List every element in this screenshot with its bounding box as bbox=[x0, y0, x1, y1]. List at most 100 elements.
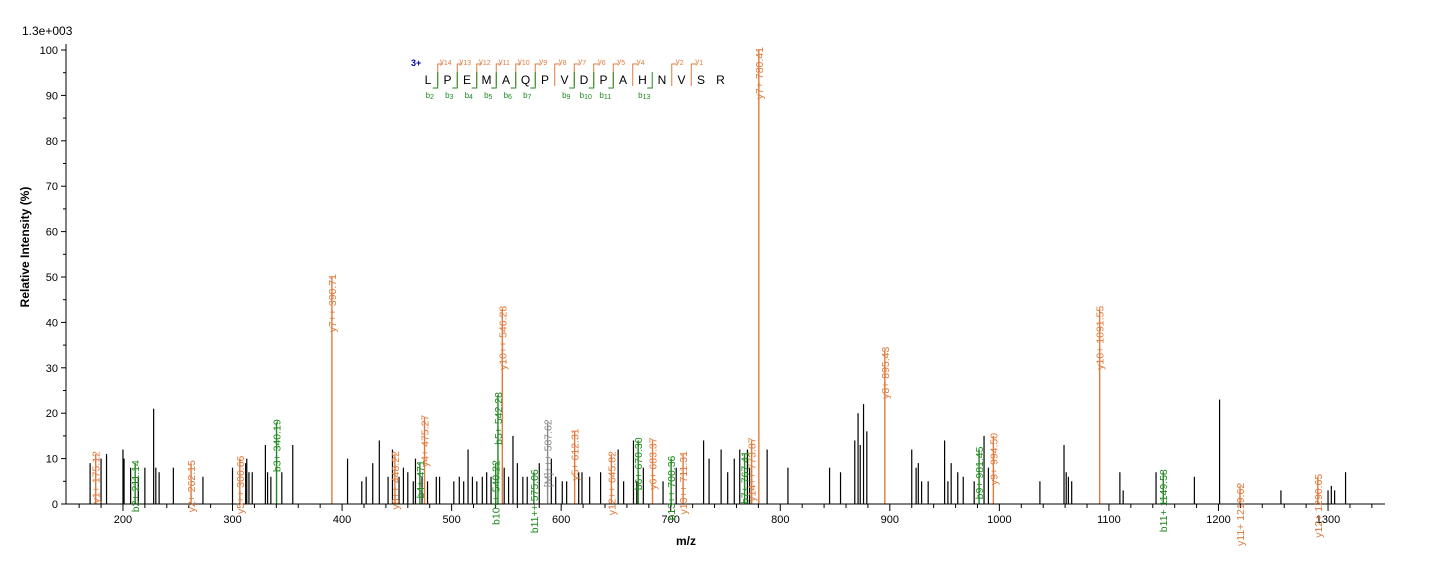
b-ion-cleavage-mark bbox=[608, 72, 614, 89]
b-ion-label: b11 bbox=[599, 91, 611, 101]
y-ion-label: y14 bbox=[440, 57, 452, 67]
y-ion-cleavage-mark bbox=[495, 63, 502, 86]
sequence-residue: V bbox=[677, 73, 685, 87]
y-tick-label: 30 bbox=[46, 363, 58, 375]
b-ion-cleavage-mark bbox=[491, 72, 497, 89]
y-ion-label: y9 bbox=[539, 57, 547, 67]
peak-label: y8++ 448.22 bbox=[390, 451, 402, 510]
sequence-residue: H bbox=[638, 73, 647, 87]
x-tick-label: 600 bbox=[552, 514, 570, 526]
peak-label: y12++ 645.82 bbox=[606, 451, 618, 515]
peak-label: b13++ 700.36 bbox=[666, 455, 678, 520]
sequence-residue: A bbox=[619, 73, 627, 87]
peak-label: [M]+++ 587.62 bbox=[543, 419, 555, 487]
x-tick-label: 500 bbox=[442, 514, 460, 526]
y-tick-label: 80 bbox=[46, 136, 58, 148]
peak-label: y7++ 390.71 bbox=[327, 274, 339, 333]
b-ion-label: b5 bbox=[484, 91, 492, 101]
sequence-residue: E bbox=[463, 73, 471, 87]
y-ion-label: y1 bbox=[695, 57, 703, 67]
b-ion-label: b3 bbox=[445, 91, 453, 101]
x-tick-label: 800 bbox=[771, 514, 789, 526]
y-ion-label: y2 bbox=[676, 57, 684, 67]
b-ion-cleavage-mark bbox=[647, 72, 653, 89]
y-axis-title: Relative Intensity (%) bbox=[18, 187, 32, 308]
peak-label: b3+ 340.19 bbox=[272, 419, 284, 472]
b-ion-cleavage-mark bbox=[588, 72, 595, 89]
sequence-residue: P bbox=[541, 73, 549, 87]
sequence-residue: N bbox=[658, 73, 667, 87]
x-axis-title: m/z bbox=[676, 534, 696, 548]
y-ion-label: y12 bbox=[479, 57, 491, 67]
peak-label: y5++ 306.66 bbox=[235, 455, 247, 514]
y-tick-label: 60 bbox=[46, 227, 58, 239]
peak-label: b4+ 471 bbox=[415, 460, 427, 498]
y-ion-label: y6 bbox=[598, 57, 606, 67]
x-tick-label: 1000 bbox=[987, 514, 1011, 526]
sequence-residue: D bbox=[580, 73, 589, 87]
x-tick-label: 900 bbox=[881, 514, 899, 526]
y-ion-cleavage-mark bbox=[456, 63, 463, 86]
peak-labels-layer: y1+ 175.12 b2+ 211.14 y2+ 262.15 y5++ 306.6… bbox=[91, 47, 1325, 546]
peak-label: b2+ 211.14 bbox=[130, 460, 142, 512]
y-ion-label: y7 bbox=[578, 57, 586, 67]
b-ion-cleavage-mark bbox=[432, 72, 439, 89]
sequence-residue: P bbox=[599, 73, 607, 87]
b-ion-cleavage-mark bbox=[452, 72, 458, 89]
y-ion-cleavage-mark bbox=[690, 63, 697, 86]
y-ion-label: y13 bbox=[459, 57, 471, 67]
axes-layer: 0 10 20 30 40 50 60 70 80 90 100 200 300 400 500 600 700… bbox=[40, 44, 1385, 526]
peak-label: b10++ 540.22 bbox=[491, 460, 503, 525]
b-ion-cleavage-mark bbox=[530, 72, 536, 89]
y-tick-label: 90 bbox=[46, 90, 58, 102]
b-ion-cleavage-mark bbox=[510, 72, 517, 89]
y-tick-label: 100 bbox=[40, 45, 58, 57]
b-ion-label: b7 bbox=[523, 91, 531, 101]
y-tick-label: 10 bbox=[46, 454, 58, 466]
peak-label: b9+ 981.45 bbox=[974, 446, 986, 499]
peak-label: b11++ 575.06 bbox=[529, 469, 541, 533]
y-ion-cleavage-mark bbox=[437, 63, 443, 86]
y-ion-label: y5 bbox=[617, 57, 625, 67]
sequence-residue: P bbox=[443, 73, 451, 87]
y-ion-cleavage-mark bbox=[554, 63, 560, 86]
peak-label: y9+ 994.50 bbox=[988, 433, 1000, 485]
peaks-layer bbox=[89, 50, 1347, 504]
b-ion-cleavage-mark bbox=[471, 72, 478, 89]
intensity-scale-label: 1.3e+003 bbox=[22, 24, 73, 38]
y-ion-cleavage-mark bbox=[632, 63, 638, 86]
x-tick-label: 1100 bbox=[1097, 514, 1121, 526]
peak-label: y14++ 773.87 bbox=[747, 437, 759, 501]
sequence-residue: R bbox=[716, 73, 725, 87]
charge-state-label: 3+ bbox=[411, 58, 421, 68]
y-ion-label: y11 bbox=[499, 57, 510, 67]
peak-label: y10+ 1091.55 bbox=[1095, 306, 1107, 370]
sequence-residue: V bbox=[560, 73, 568, 87]
x-tick-label: 300 bbox=[223, 514, 241, 526]
x-tick-label: 1300 bbox=[1316, 514, 1340, 526]
y-ion-label: y4 bbox=[637, 57, 645, 67]
sequence-residue: A bbox=[502, 73, 510, 87]
sequence-residue: M bbox=[482, 73, 492, 87]
b-ion-label: b9 bbox=[562, 91, 570, 101]
peak-label: y2+ 262.15 bbox=[186, 460, 198, 512]
peak-label: y4+ 475.27 bbox=[420, 415, 432, 467]
x-tick-label: 400 bbox=[333, 514, 351, 526]
y-ion-cleavage-mark bbox=[573, 63, 580, 86]
y-tick-label: 50 bbox=[46, 272, 58, 284]
b-ion-label: b10 bbox=[580, 91, 592, 101]
peak-label: y13++ 711.31 bbox=[678, 451, 690, 515]
b-ion-cleavage-mark bbox=[569, 72, 575, 89]
peak-label: y1+ 175.12 bbox=[91, 451, 103, 503]
b-ion-label: b13 bbox=[638, 91, 650, 101]
y-ion-label: y10 bbox=[518, 57, 530, 67]
y-ion-cleavage-mark bbox=[534, 63, 541, 86]
peak-label: y5+ 612.31 bbox=[570, 428, 582, 480]
peak-label: y12+ 1290.65 bbox=[1313, 474, 1325, 538]
y-tick-label: 0 bbox=[52, 499, 58, 511]
sequence-residue: S bbox=[697, 73, 705, 87]
y-ion-label: y8 bbox=[559, 57, 567, 67]
b-ion-label: b4 bbox=[465, 91, 473, 101]
y-tick-label: 40 bbox=[46, 317, 58, 329]
